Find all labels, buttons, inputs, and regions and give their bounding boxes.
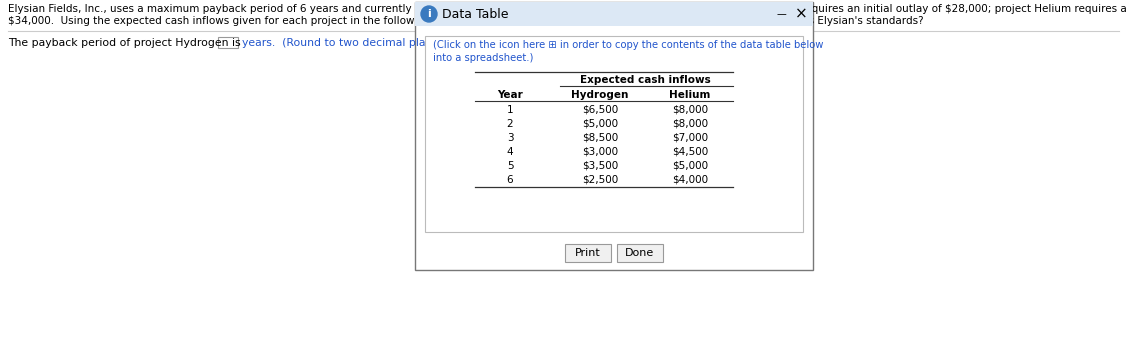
Text: 3: 3 [507,133,513,143]
Text: The payback period of project Hydrogen is: The payback period of project Hydrogen i… [8,38,241,48]
Text: 5: 5 [507,161,513,171]
Text: $5,000: $5,000 [582,119,618,129]
Text: $4,500: $4,500 [672,147,708,157]
Text: Helium: Helium [669,90,711,100]
Text: into a spreadsheet.): into a spreadsheet.) [433,53,533,63]
Text: Expected cash inflows: Expected cash inflows [579,75,710,85]
Text: 2: 2 [507,119,513,129]
Text: Elysian Fields, Inc., uses a maximum payback period of 6 years and currently mus: Elysian Fields, Inc., uses a maximum pay… [8,4,1127,14]
Text: 1: 1 [507,105,513,115]
Bar [425,36,804,232]
Text: years.  (Round to two decimal places.): years. (Round to two decimal places.) [242,38,452,48]
Text: i: i [427,9,431,19]
Text: Print: Print [575,248,601,258]
Bar [415,2,813,270]
Text: $7,000: $7,000 [672,133,708,143]
Bar [616,244,663,262]
Text: 4: 4 [507,147,513,157]
Text: 6: 6 [507,175,513,185]
Text: Year: Year [497,90,523,100]
Text: Hydrogen: Hydrogen [571,90,629,100]
Text: $4,000: $4,000 [672,175,708,185]
Text: $8,500: $8,500 [582,133,618,143]
Text: Data Table: Data Table [442,7,508,20]
Bar [218,37,238,48]
Text: Done: Done [625,248,655,258]
Text: —: — [777,9,786,19]
Text: $3,000: $3,000 [582,147,618,157]
Text: ×: × [795,6,807,22]
Bar [565,244,611,262]
Text: $6,500: $6,500 [582,105,618,115]
Text: $8,000: $8,000 [672,105,708,115]
Text: $3,500: $3,500 [582,161,618,171]
Text: $34,000.  Using the expected cash inflows given for each project in the followin: $34,000. Using the expected cash inflows… [8,16,924,26]
Bar [415,2,813,26]
Text: $2,500: $2,500 [582,175,618,185]
Circle shape [421,6,437,22]
Text: $5,000: $5,000 [672,161,708,171]
Text: $8,000: $8,000 [672,119,708,129]
Text: (Click on the icon here ⊞ in order to copy the contents of the data table below: (Click on the icon here ⊞ in order to co… [433,40,824,50]
